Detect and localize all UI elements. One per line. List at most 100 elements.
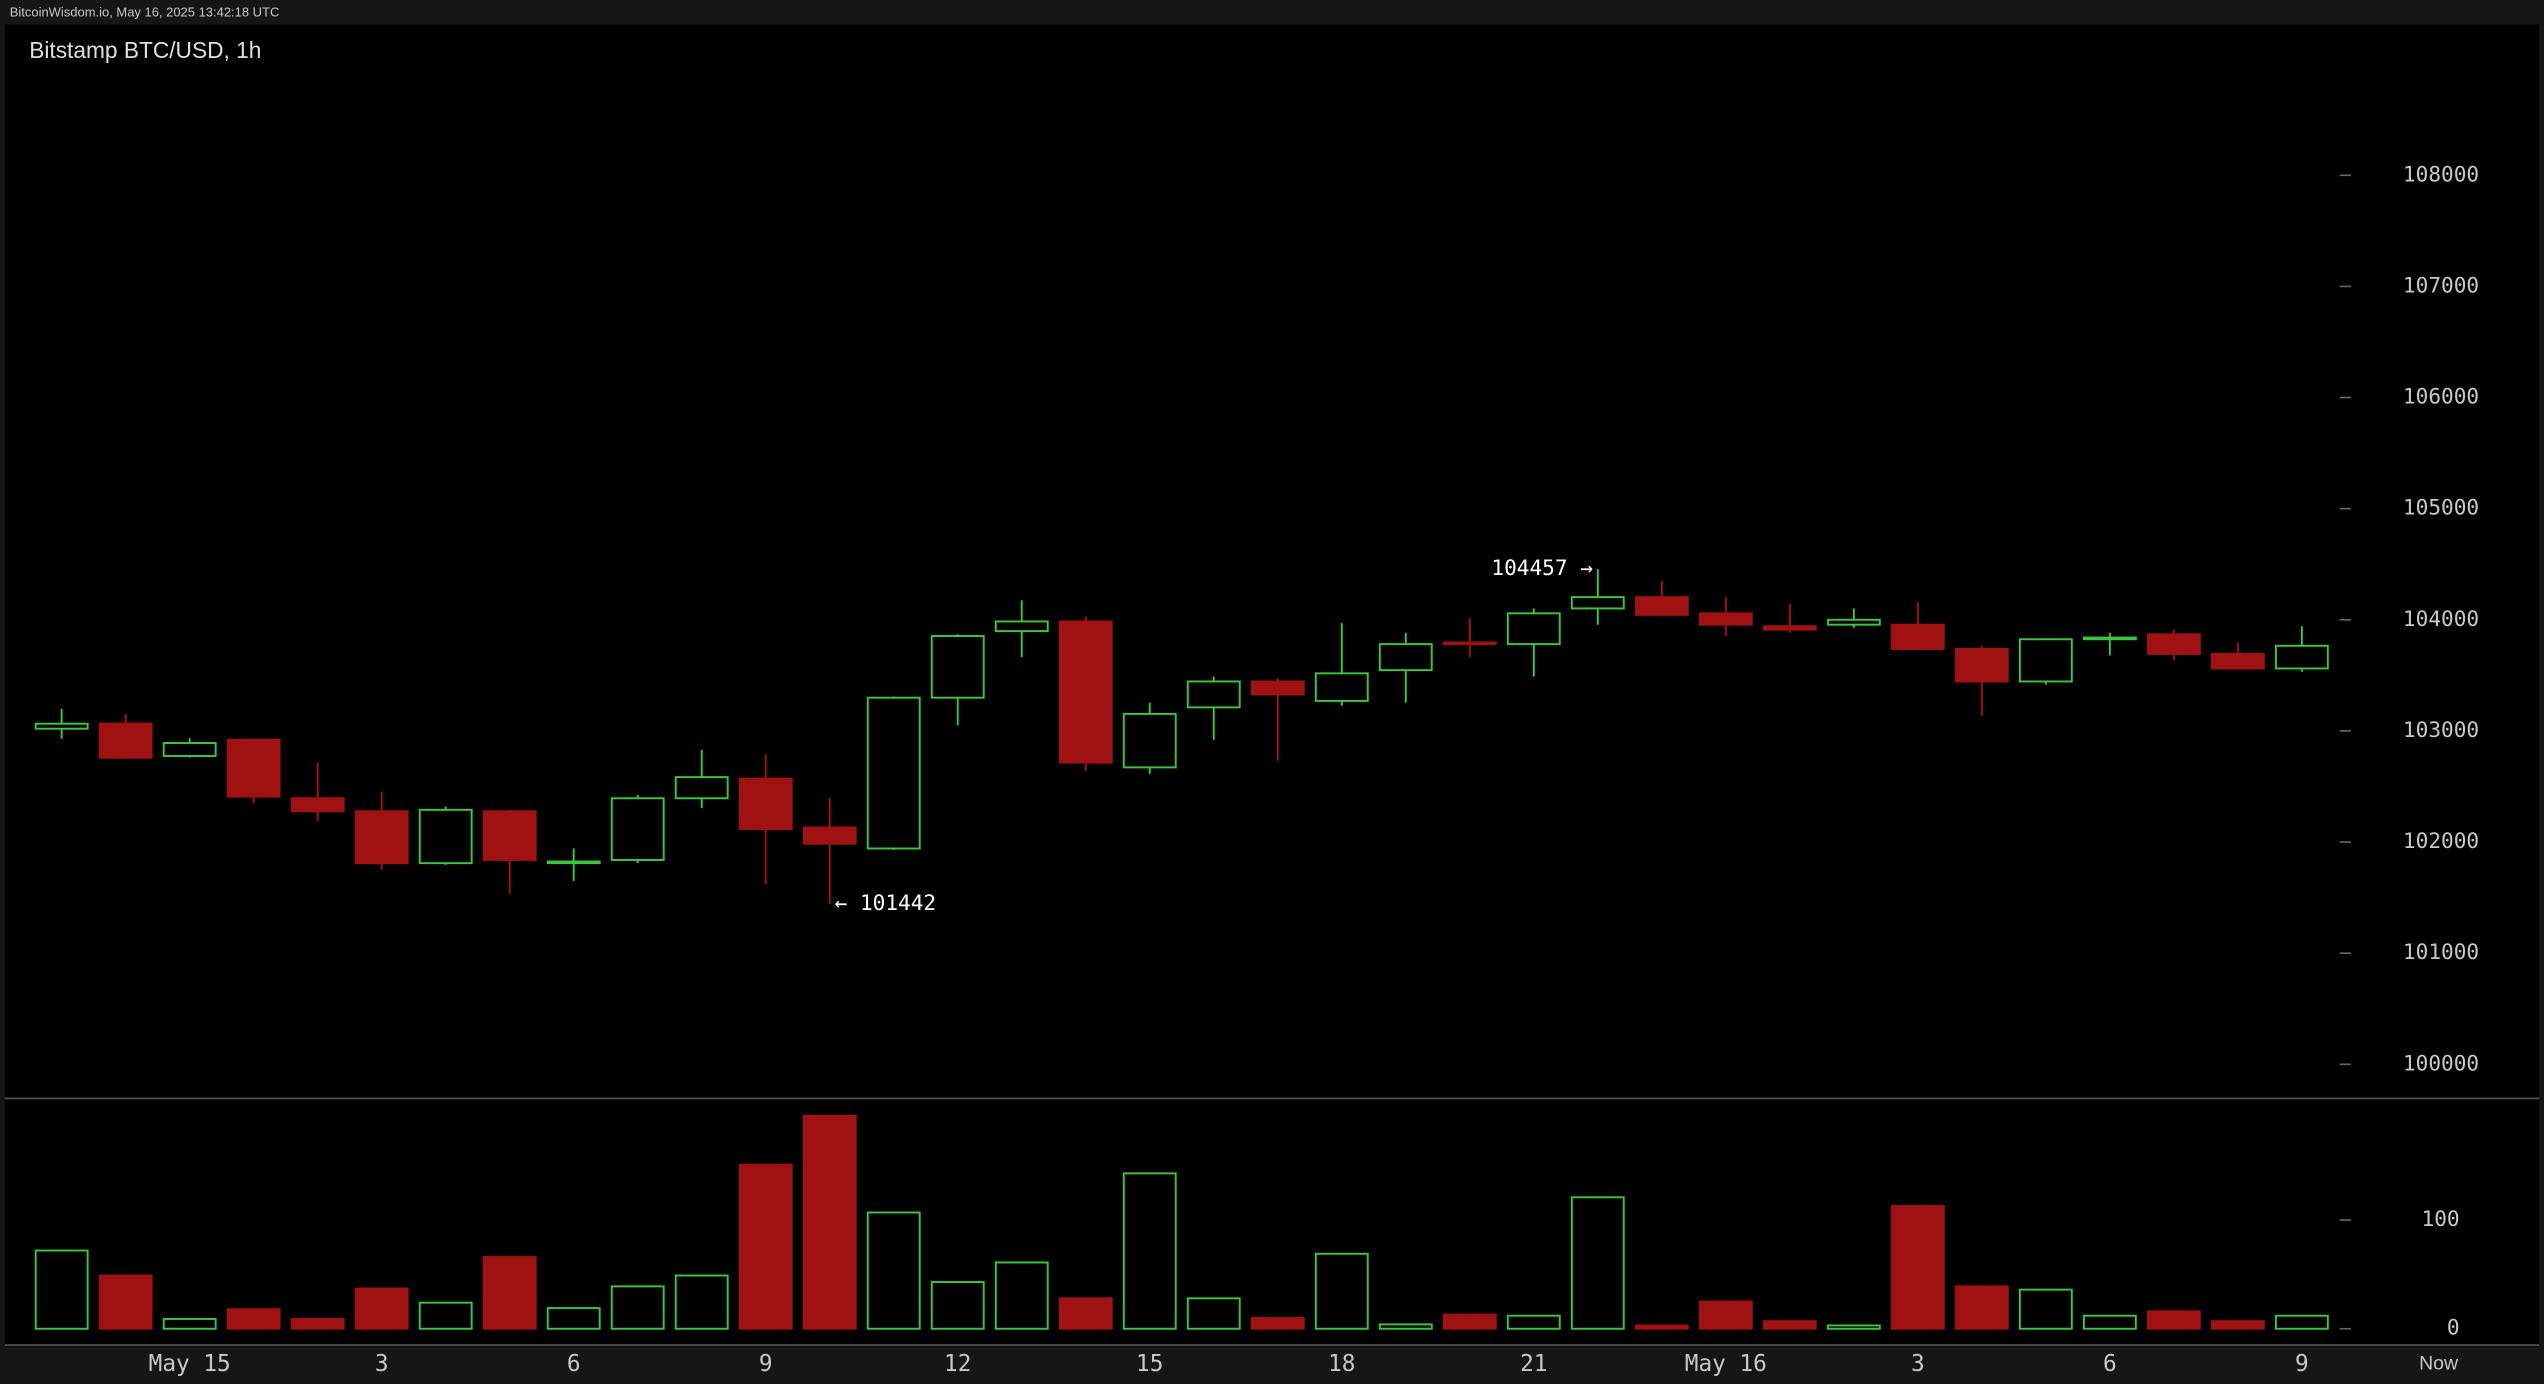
volume-bar (1826, 1324, 1881, 1330)
volume-bar (354, 1287, 409, 1330)
y-tick-label: 102000 (2403, 828, 2479, 853)
volume-bar (226, 1308, 281, 1330)
volume-bar (2082, 1314, 2137, 1330)
candle-body (2082, 636, 2137, 641)
candle-body (2146, 633, 2201, 655)
candle-body (1506, 612, 1561, 646)
x-tick-label: 6 (2103, 1351, 2117, 1377)
volume-bar (930, 1281, 985, 1330)
x-tick-label: 9 (759, 1351, 773, 1377)
candle-body (1890, 623, 1945, 650)
volume-bar (1442, 1313, 1497, 1330)
y-tick-label: 107000 (2403, 272, 2479, 297)
volume-bar (738, 1163, 793, 1330)
x-tick-label: May 15 (149, 1351, 231, 1377)
volume-bar (610, 1285, 665, 1330)
volume-bar (98, 1274, 153, 1330)
candle-body (1954, 648, 2009, 683)
y-tick-label: 104000 (2403, 606, 2479, 631)
candle-body (354, 810, 409, 865)
volume-bar (1058, 1297, 1113, 1330)
volume-bar (1890, 1205, 1945, 1330)
y-tick-label: 105000 (2403, 495, 2479, 520)
volume-bar (994, 1261, 1049, 1330)
volume-bar (2018, 1288, 2073, 1330)
candle-body (1570, 596, 1625, 610)
y-tick-label: 106000 (2403, 384, 2479, 409)
y-tick-label: 103000 (2403, 717, 2479, 742)
y-tick-label: 100000 (2403, 1050, 2479, 1075)
volume-tick-label: 0 (2447, 1315, 2460, 1340)
volume-bar (1954, 1285, 2009, 1330)
candle-body (674, 776, 729, 800)
candle-body (546, 860, 601, 865)
volume-bar (1570, 1196, 1625, 1330)
candle-body (482, 810, 537, 861)
volume-bar (162, 1317, 217, 1330)
header: BitcoinWisdom.io, May 16, 2025 13:42:18 … (10, 4, 280, 19)
chart-title: Bitstamp BTC/USD, 1h (29, 37, 261, 63)
candle-body (418, 808, 473, 865)
candle-body (2018, 638, 2073, 683)
volume-bar (2210, 1320, 2265, 1330)
candle-body (2210, 652, 2265, 670)
volume-bar (1762, 1320, 1817, 1330)
x-tick-label: 15 (1136, 1351, 1163, 1377)
candle-body (290, 797, 345, 813)
candle-body (162, 742, 217, 758)
candle-body (1698, 612, 1753, 626)
volume-bar (1506, 1314, 1561, 1330)
candle-body (1250, 680, 1305, 696)
volume-bar (866, 1211, 921, 1330)
candle-body (1314, 672, 1369, 702)
annotation: ← 101442 (835, 890, 937, 915)
x-tick-label: 3 (375, 1351, 389, 1377)
x-tick-label: 3 (1911, 1351, 1925, 1377)
annotation: 104457 → (1491, 555, 1593, 580)
volume-bar (1122, 1172, 1177, 1330)
candle-body (226, 738, 281, 798)
candle-body (1762, 625, 1817, 631)
candle-body (1378, 643, 1433, 672)
volume-bar (1186, 1297, 1241, 1330)
x-tick-label: 12 (944, 1351, 971, 1377)
candle-body (1634, 596, 1689, 616)
volume-tick-label: 100 (2422, 1206, 2460, 1231)
volume-bar (2274, 1314, 2329, 1330)
volume-bar (674, 1274, 729, 1330)
candle-body (1442, 641, 1497, 646)
y-tick-label: 101000 (2403, 939, 2479, 964)
candle-body (2274, 644, 2329, 670)
volume-bar (34, 1249, 89, 1330)
candle-body (1186, 680, 1241, 709)
x-tick-label: 6 (567, 1351, 581, 1377)
candle-body (738, 777, 793, 831)
y-tick-label: 108000 (2403, 161, 2479, 186)
x-tick-label: Now (2419, 1353, 2459, 1375)
candle-body (610, 797, 665, 861)
volume-bar (1250, 1316, 1305, 1330)
x-tick-label: 18 (1328, 1351, 1355, 1377)
volume-bar (1634, 1324, 1689, 1330)
x-tick-label: May 16 (1685, 1351, 1767, 1377)
candle-body (34, 722, 89, 730)
volume-bar (2146, 1310, 2201, 1330)
candle-body (1122, 712, 1177, 769)
candle-body (1826, 618, 1881, 626)
candle-body (994, 620, 1049, 633)
x-tick-label: 21 (1520, 1351, 1547, 1377)
volume-bar (1698, 1300, 1753, 1330)
volume-bar (802, 1114, 857, 1330)
candle-body (98, 722, 153, 759)
volume-bar (1378, 1323, 1433, 1330)
candle-body (930, 635, 985, 699)
volume-bar (418, 1301, 473, 1330)
candle-body (1058, 620, 1113, 764)
volume-bar (546, 1307, 601, 1330)
volume-bar (290, 1317, 345, 1330)
volume-bar (482, 1256, 537, 1330)
volume-bar (1314, 1252, 1369, 1330)
candle-body (802, 826, 857, 845)
